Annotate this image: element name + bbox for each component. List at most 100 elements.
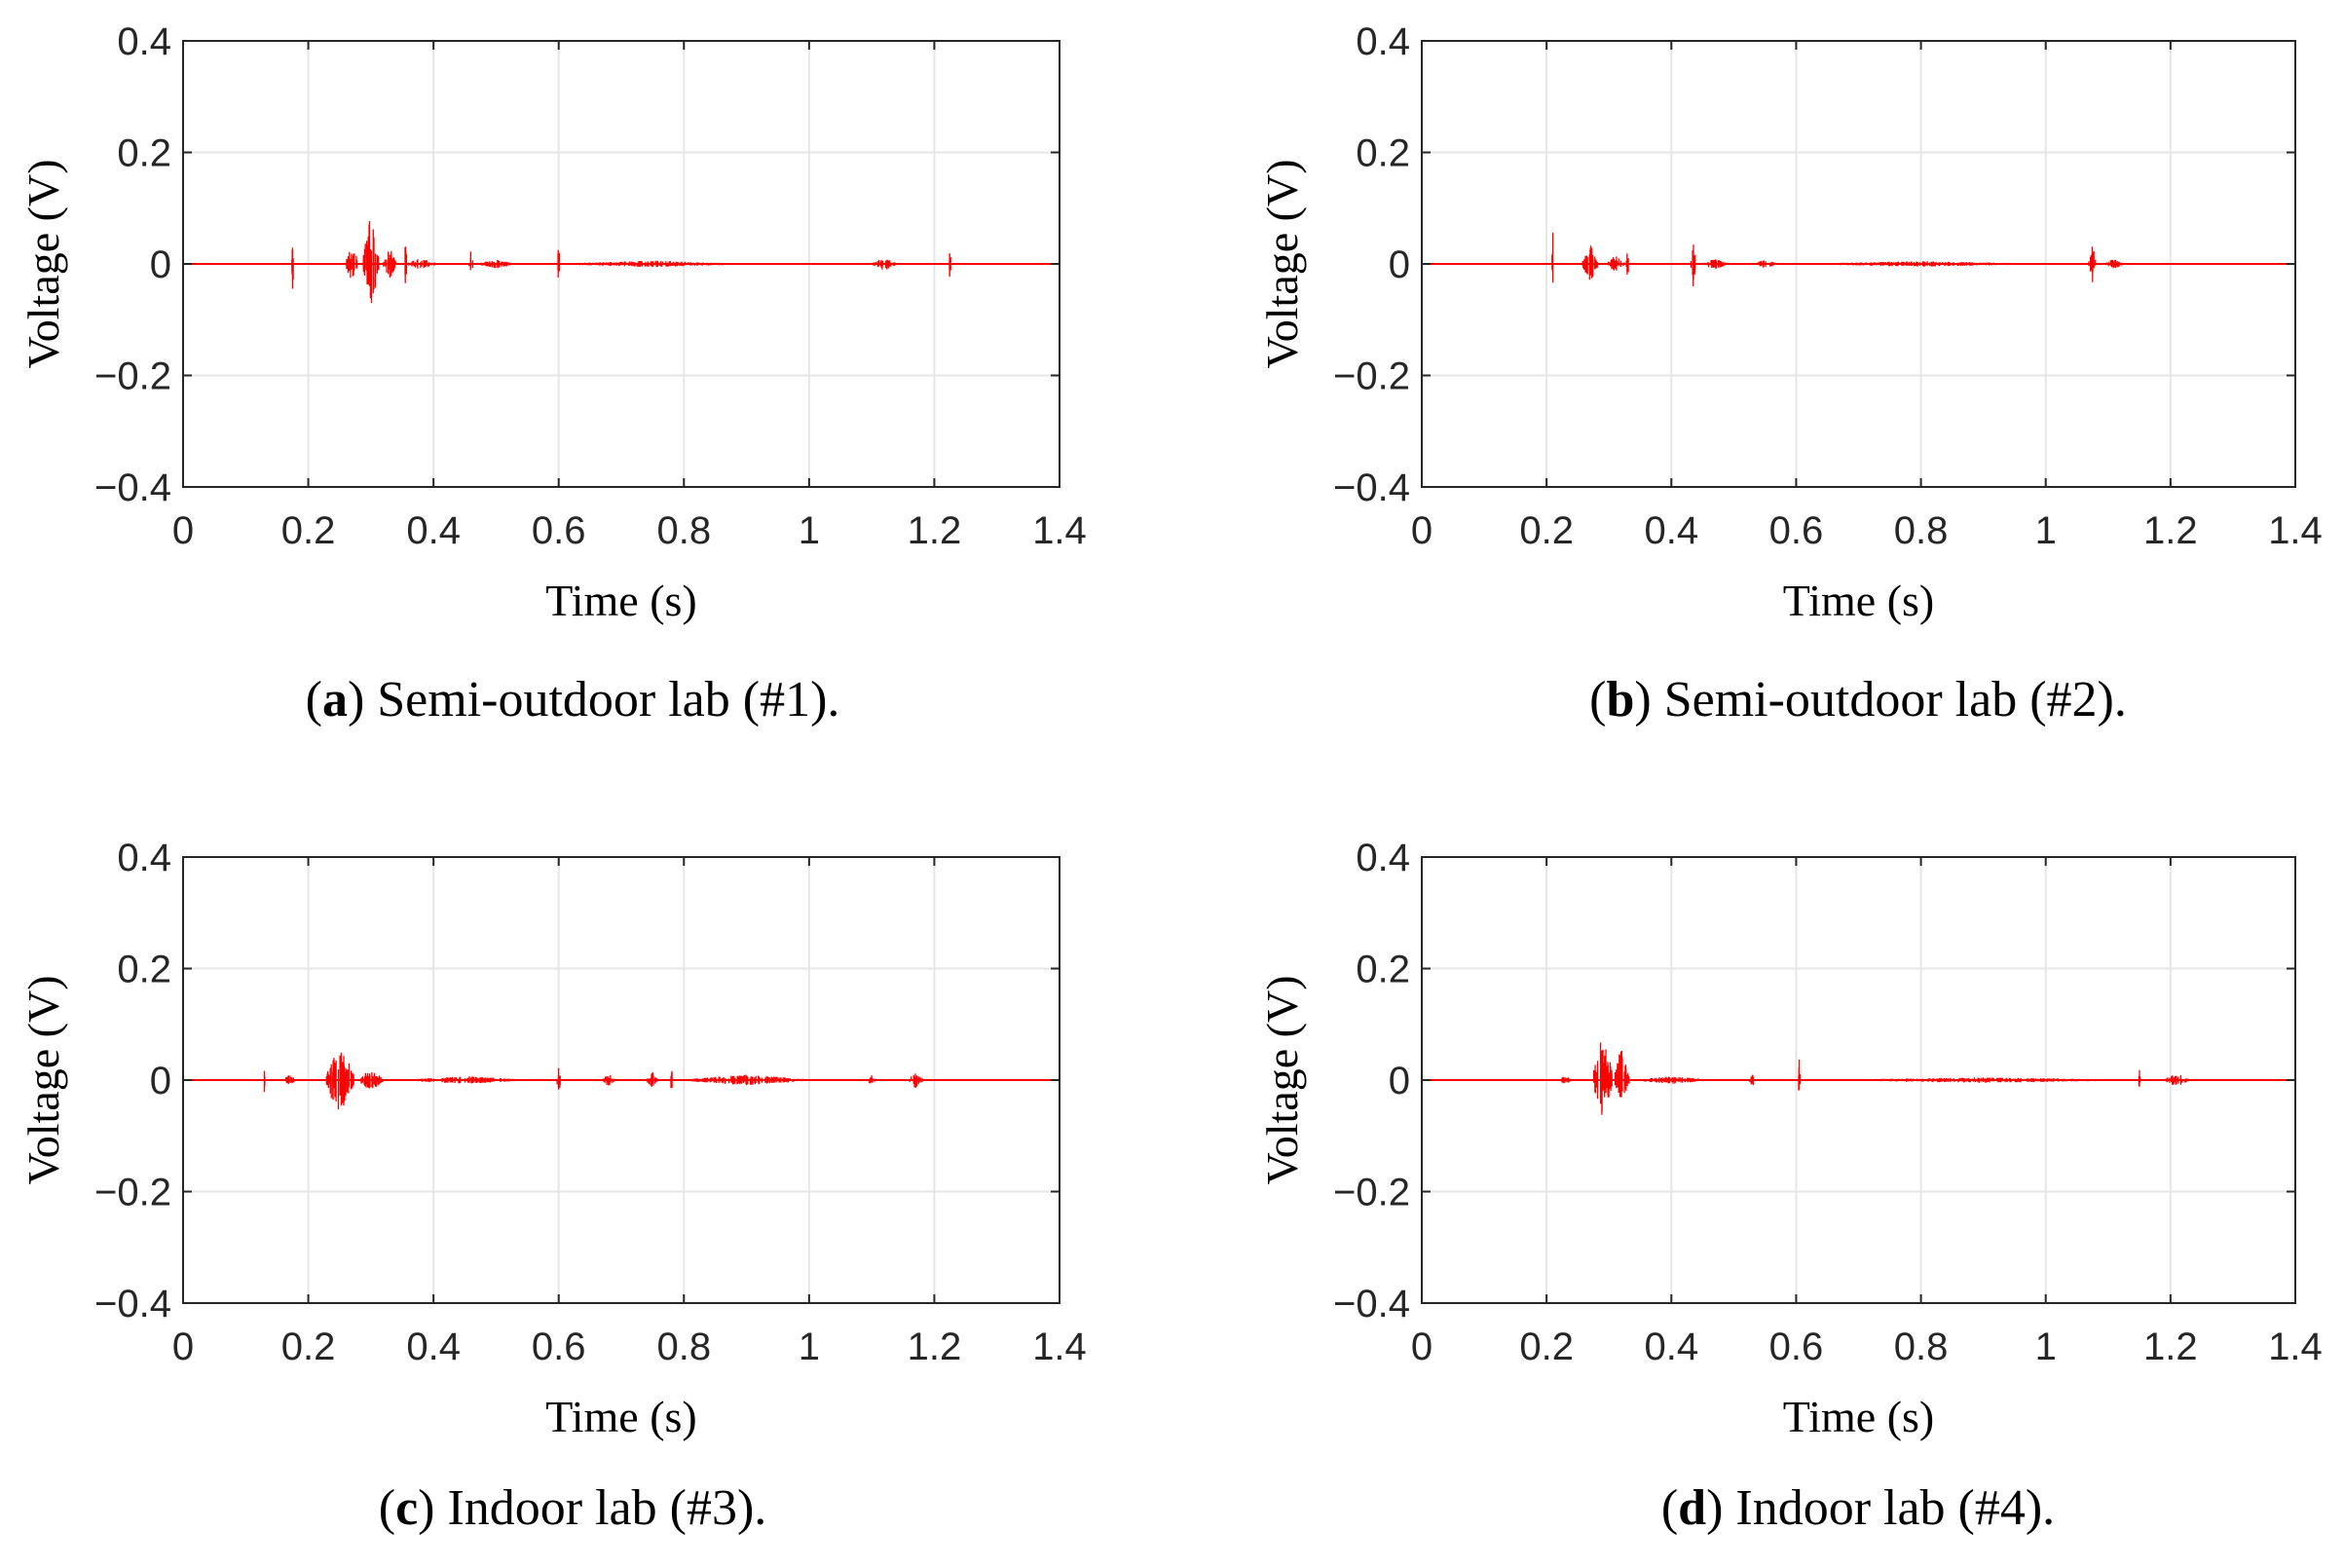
signal-burst (1749, 1074, 1757, 1086)
chart-panel-a: 0 0.2 0.4 0.6 0.8 1 1.2 1.4 0.4 0.2 0 −0.2 −0.4 Time … (19, 20, 1087, 728)
caption-text: ) Indoor lab (#4). (1706, 1480, 2055, 1536)
signal-burst (556, 1067, 561, 1090)
panel-caption: (d) Indoor lab (#4). (1661, 1480, 2055, 1536)
signal-series (183, 221, 1060, 304)
signal-burst (683, 1074, 810, 1086)
x-tick-label: 0.8 (1894, 1325, 1949, 1368)
x-tick-label: 1.2 (2143, 509, 2198, 552)
y-tick-label: −0.4 (1333, 467, 1410, 509)
x-tick-label: 0.6 (1769, 1325, 1824, 1368)
signal-burst (1827, 1077, 2139, 1083)
x-tick-label: 0.8 (656, 1325, 711, 1368)
y-tick-label: 0.2 (1356, 132, 1410, 175)
signal-burst (646, 1072, 659, 1087)
y-tick-label: −0.4 (94, 1283, 171, 1325)
y-tick-label: 0.4 (1356, 837, 1410, 879)
y-tick-label: 0.4 (117, 20, 171, 63)
caption-text: ) Semi-outdoor lab (#1). (348, 672, 839, 728)
x-tick-label: 1.4 (1032, 509, 1087, 552)
signal-series (1422, 232, 2295, 286)
x-tick-label: 0.2 (281, 1325, 336, 1368)
caption-open-paren: ( (1661, 1480, 1678, 1536)
y-tick-label: 0.4 (1356, 20, 1410, 63)
x-tick-label: 1.4 (1032, 1325, 1087, 1368)
signal-burst (1797, 261, 2045, 267)
signal-burst (468, 251, 474, 271)
x-tick-label: 1.2 (908, 509, 962, 552)
caption-open-paren: ( (306, 672, 322, 728)
signal-burst (949, 253, 951, 278)
y-tick-label: 0.2 (117, 949, 171, 991)
x-tick-label: 0.2 (281, 509, 336, 552)
y-tick-label: −0.2 (1333, 1172, 1410, 1214)
x-tick-label: 0.2 (1519, 1325, 1574, 1368)
y-tick-label: −0.2 (94, 1172, 171, 1214)
x-tick-label: 0.6 (1769, 509, 1824, 552)
signal-burst (871, 259, 898, 270)
signal-burst (362, 221, 380, 304)
x-tick-label: 0 (1411, 1325, 1432, 1368)
x-tick-label: 1 (2035, 1325, 2057, 1368)
signal-burst (2088, 246, 2097, 282)
y-tick-label: 0.2 (117, 132, 171, 175)
x-tick-label: 0.8 (656, 509, 711, 552)
x-tick-label: 0.2 (1519, 509, 1574, 552)
signal-burst (383, 250, 397, 279)
caption-text: ) Indoor lab (#3). (418, 1480, 766, 1536)
signal-burst (670, 1070, 673, 1089)
signal-burst (346, 251, 358, 279)
panel-caption: (a) Semi-outdoor lab (#1). (306, 672, 840, 728)
signal-burst (1634, 1076, 1709, 1084)
x-axis-title: Time (s) (545, 1392, 697, 1441)
signal-burst (1625, 253, 1629, 275)
panel-caption: (c) Indoor lab (#3). (379, 1480, 767, 1536)
signal-burst (1592, 1042, 1613, 1115)
x-axis-title: Time (s) (1783, 576, 1935, 625)
chart-panel-d: 0 0.2 0.4 0.6 0.8 1 1.2 1.4 0.4 0.2 0 −0.2 −0.4 Time … (1257, 837, 2323, 1536)
y-tick-label: 0 (150, 243, 171, 286)
signal-burst (282, 1075, 295, 1085)
y-tick-label: 0.2 (1356, 949, 1410, 991)
y-tick-label: −0.2 (1333, 355, 1410, 398)
signal-burst (1581, 245, 1598, 280)
signal-burst (909, 1073, 924, 1088)
x-tick-label: 1.2 (908, 1325, 962, 1368)
signal-burst (477, 260, 516, 269)
y-axis-title: Voltage (V) (1257, 159, 1307, 368)
y-axis-title: Voltage (V) (19, 159, 68, 368)
x-tick-label: 0.6 (532, 509, 586, 552)
x-tick-label: 1 (799, 509, 820, 552)
caption-text: ) Semi-outdoor lab (#2). (1634, 672, 2126, 728)
signal-burst (291, 247, 294, 289)
y-axis-title: Voltage (V) (19, 975, 68, 1184)
signal-series (1422, 1042, 2295, 1115)
x-tick-label: 0.4 (1644, 509, 1698, 552)
y-axis-title: Voltage (V) (1257, 975, 1307, 1184)
signal-burst (602, 1074, 616, 1086)
signal-burst (1607, 256, 1625, 271)
caption-letter: b (1606, 672, 1634, 728)
signal-burst (1752, 260, 1778, 268)
signal-burst (1614, 1051, 1630, 1098)
x-tick-label: 1 (2035, 509, 2057, 552)
x-tick-label: 0.4 (406, 1325, 461, 1368)
x-tick-label: 0.6 (532, 1325, 586, 1368)
y-tick-label: 0 (1389, 1060, 1410, 1102)
caption-open-paren: ( (379, 1480, 395, 1536)
y-tick-label: −0.4 (94, 467, 171, 509)
caption-letter: d (1678, 1480, 1706, 1536)
panel-caption: (b) Semi-outdoor lab (#2). (1589, 672, 2127, 728)
x-tick-label: 1.4 (2268, 509, 2323, 552)
y-tick-label: −0.2 (94, 355, 171, 398)
x-tick-label: 0.4 (406, 509, 461, 552)
signal-burst (1798, 1059, 1802, 1091)
x-tick-label: 0 (1411, 509, 1432, 552)
signal-burst (1702, 259, 1729, 270)
signal-burst (404, 246, 408, 283)
signal-burst (404, 259, 437, 269)
signal-burst (2104, 259, 2124, 269)
caption-open-paren: ( (1589, 672, 1606, 728)
y-tick-label: 0.4 (117, 837, 171, 879)
signal-burst (2164, 1075, 2190, 1085)
signal-burst (1558, 1076, 1573, 1084)
